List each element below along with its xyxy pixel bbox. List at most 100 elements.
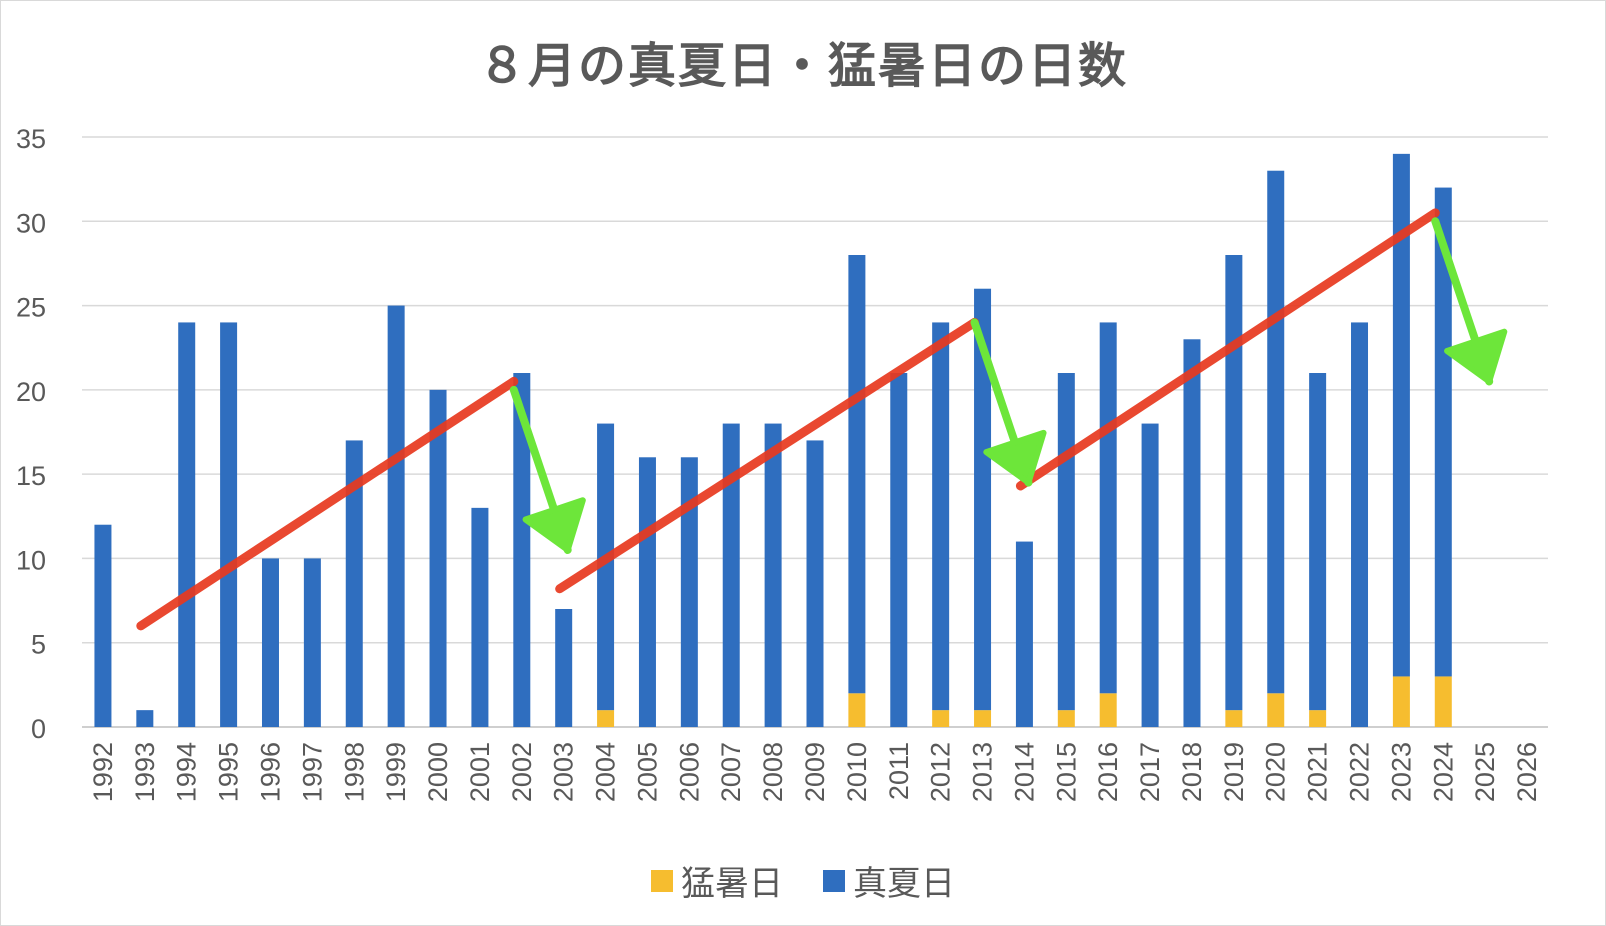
bar-segment bbox=[513, 373, 531, 727]
bar-segment bbox=[764, 423, 782, 727]
bar-segment bbox=[1434, 676, 1452, 727]
x-tick-label: 2008 bbox=[758, 742, 788, 802]
x-tick-label: 2026 bbox=[1512, 742, 1542, 802]
legend-label-hot-day: 真夏日 bbox=[853, 864, 955, 904]
bar-segment bbox=[722, 423, 740, 727]
drop-arrow-head bbox=[1444, 328, 1508, 385]
bar-segment bbox=[1267, 693, 1285, 727]
y-tick-label: 10 bbox=[16, 545, 46, 575]
x-tick-label: 2017 bbox=[1135, 742, 1165, 802]
bar-segment bbox=[932, 322, 950, 711]
bar-segment bbox=[1392, 676, 1410, 727]
y-tick-label: 20 bbox=[16, 377, 46, 407]
x-tick-label: 2024 bbox=[1428, 742, 1458, 802]
bar-segment bbox=[597, 423, 615, 711]
bar-segment bbox=[429, 389, 447, 727]
x-tick-label: 2010 bbox=[842, 742, 872, 802]
bar-segment bbox=[638, 457, 656, 727]
x-tick-label: 2000 bbox=[423, 742, 453, 802]
bar-segment bbox=[974, 288, 992, 711]
x-tick-label: 2012 bbox=[926, 742, 956, 802]
bar-segment bbox=[471, 507, 489, 727]
bar-segment bbox=[1267, 170, 1285, 694]
bar-segment bbox=[1099, 693, 1117, 727]
bar-segment bbox=[1225, 710, 1243, 727]
y-tick-label: 5 bbox=[31, 630, 46, 660]
x-tick-label: 2015 bbox=[1051, 742, 1081, 802]
trend-line bbox=[136, 376, 519, 631]
bar-segment bbox=[1309, 710, 1327, 727]
legend-swatch-extreme-heat bbox=[651, 869, 673, 892]
legend-item-extreme-heat: 猛暑日 bbox=[651, 856, 783, 905]
bar-segment bbox=[597, 710, 615, 727]
x-tick-label: 2023 bbox=[1386, 742, 1416, 802]
legend-swatch-hot-day bbox=[823, 869, 845, 892]
y-tick-label: 35 bbox=[16, 124, 46, 154]
bar-segment bbox=[178, 322, 196, 727]
x-tick-label: 2009 bbox=[800, 742, 830, 802]
x-tick-label: 2001 bbox=[465, 742, 495, 802]
bar-segment bbox=[890, 373, 908, 727]
bar-segment bbox=[848, 693, 866, 727]
bar-segment bbox=[1057, 373, 1075, 711]
bar-segment bbox=[1309, 373, 1327, 711]
y-tick-label: 0 bbox=[31, 714, 46, 744]
x-tick-label: 2013 bbox=[968, 742, 998, 802]
trend-line bbox=[555, 317, 980, 594]
chart-legend: 猛暑日 真夏日 bbox=[0, 856, 1606, 905]
x-tick-label: 1996 bbox=[255, 742, 285, 802]
bar-segment bbox=[136, 710, 154, 727]
x-tick-label: 1993 bbox=[130, 742, 160, 802]
y-tick-label: 15 bbox=[16, 461, 46, 491]
y-tick-label: 30 bbox=[16, 208, 46, 238]
bar-segment bbox=[1434, 187, 1452, 677]
x-tick-label: 2022 bbox=[1345, 742, 1375, 802]
x-tick-label: 2025 bbox=[1470, 742, 1500, 802]
bar-segment bbox=[932, 710, 950, 727]
x-tick-label: 1998 bbox=[339, 742, 369, 802]
bar-segment bbox=[261, 558, 279, 727]
chart-title: ８月の真夏日・猛暑日の日数 bbox=[477, 38, 1128, 94]
bar-segment bbox=[220, 322, 238, 727]
bar-segment bbox=[1057, 710, 1075, 727]
x-tick-label: 2020 bbox=[1261, 742, 1291, 802]
bar-segment bbox=[1351, 322, 1369, 727]
bar-segment bbox=[848, 255, 866, 694]
x-tick-label: 2003 bbox=[549, 742, 579, 802]
trend-line bbox=[1015, 208, 1440, 491]
drop-arrow-head bbox=[983, 429, 1047, 486]
x-tick-label: 2007 bbox=[716, 742, 746, 802]
x-tick-label: 2016 bbox=[1093, 742, 1123, 802]
legend-label-extreme-heat: 猛暑日 bbox=[681, 864, 783, 904]
x-tick-label: 2011 bbox=[884, 742, 914, 800]
bar-segment bbox=[806, 440, 824, 727]
y-tick-label: 25 bbox=[16, 293, 46, 323]
bar-segment bbox=[1225, 255, 1243, 711]
x-tick-label: 1999 bbox=[381, 742, 411, 802]
x-tick-label: 1992 bbox=[88, 742, 118, 802]
x-tick-label: 2021 bbox=[1303, 742, 1333, 802]
x-tick-label: 2006 bbox=[674, 742, 704, 802]
bar-segment bbox=[555, 609, 573, 727]
bar-segment bbox=[974, 710, 992, 727]
legend-item-hot-day: 真夏日 bbox=[823, 856, 955, 905]
bar-segment bbox=[1099, 322, 1117, 694]
bar-segment bbox=[680, 457, 698, 727]
x-tick-label: 2014 bbox=[1009, 742, 1039, 802]
x-tick-label: 2018 bbox=[1177, 742, 1207, 802]
x-tick-label: 2005 bbox=[632, 742, 662, 802]
x-tick-label: 2004 bbox=[591, 742, 621, 802]
x-tick-label: 2019 bbox=[1219, 742, 1249, 802]
bar-segment bbox=[303, 558, 321, 727]
bar-segment bbox=[1141, 423, 1159, 727]
x-tick-label: 1997 bbox=[297, 742, 327, 802]
x-tick-label: 1995 bbox=[214, 742, 244, 802]
bar-segment bbox=[387, 305, 405, 727]
bar-segment bbox=[1015, 541, 1033, 727]
bar-segment bbox=[94, 524, 112, 727]
x-tick-label: 1994 bbox=[172, 742, 202, 802]
x-tick-label: 2002 bbox=[507, 742, 537, 802]
bar-segment bbox=[1392, 153, 1410, 677]
